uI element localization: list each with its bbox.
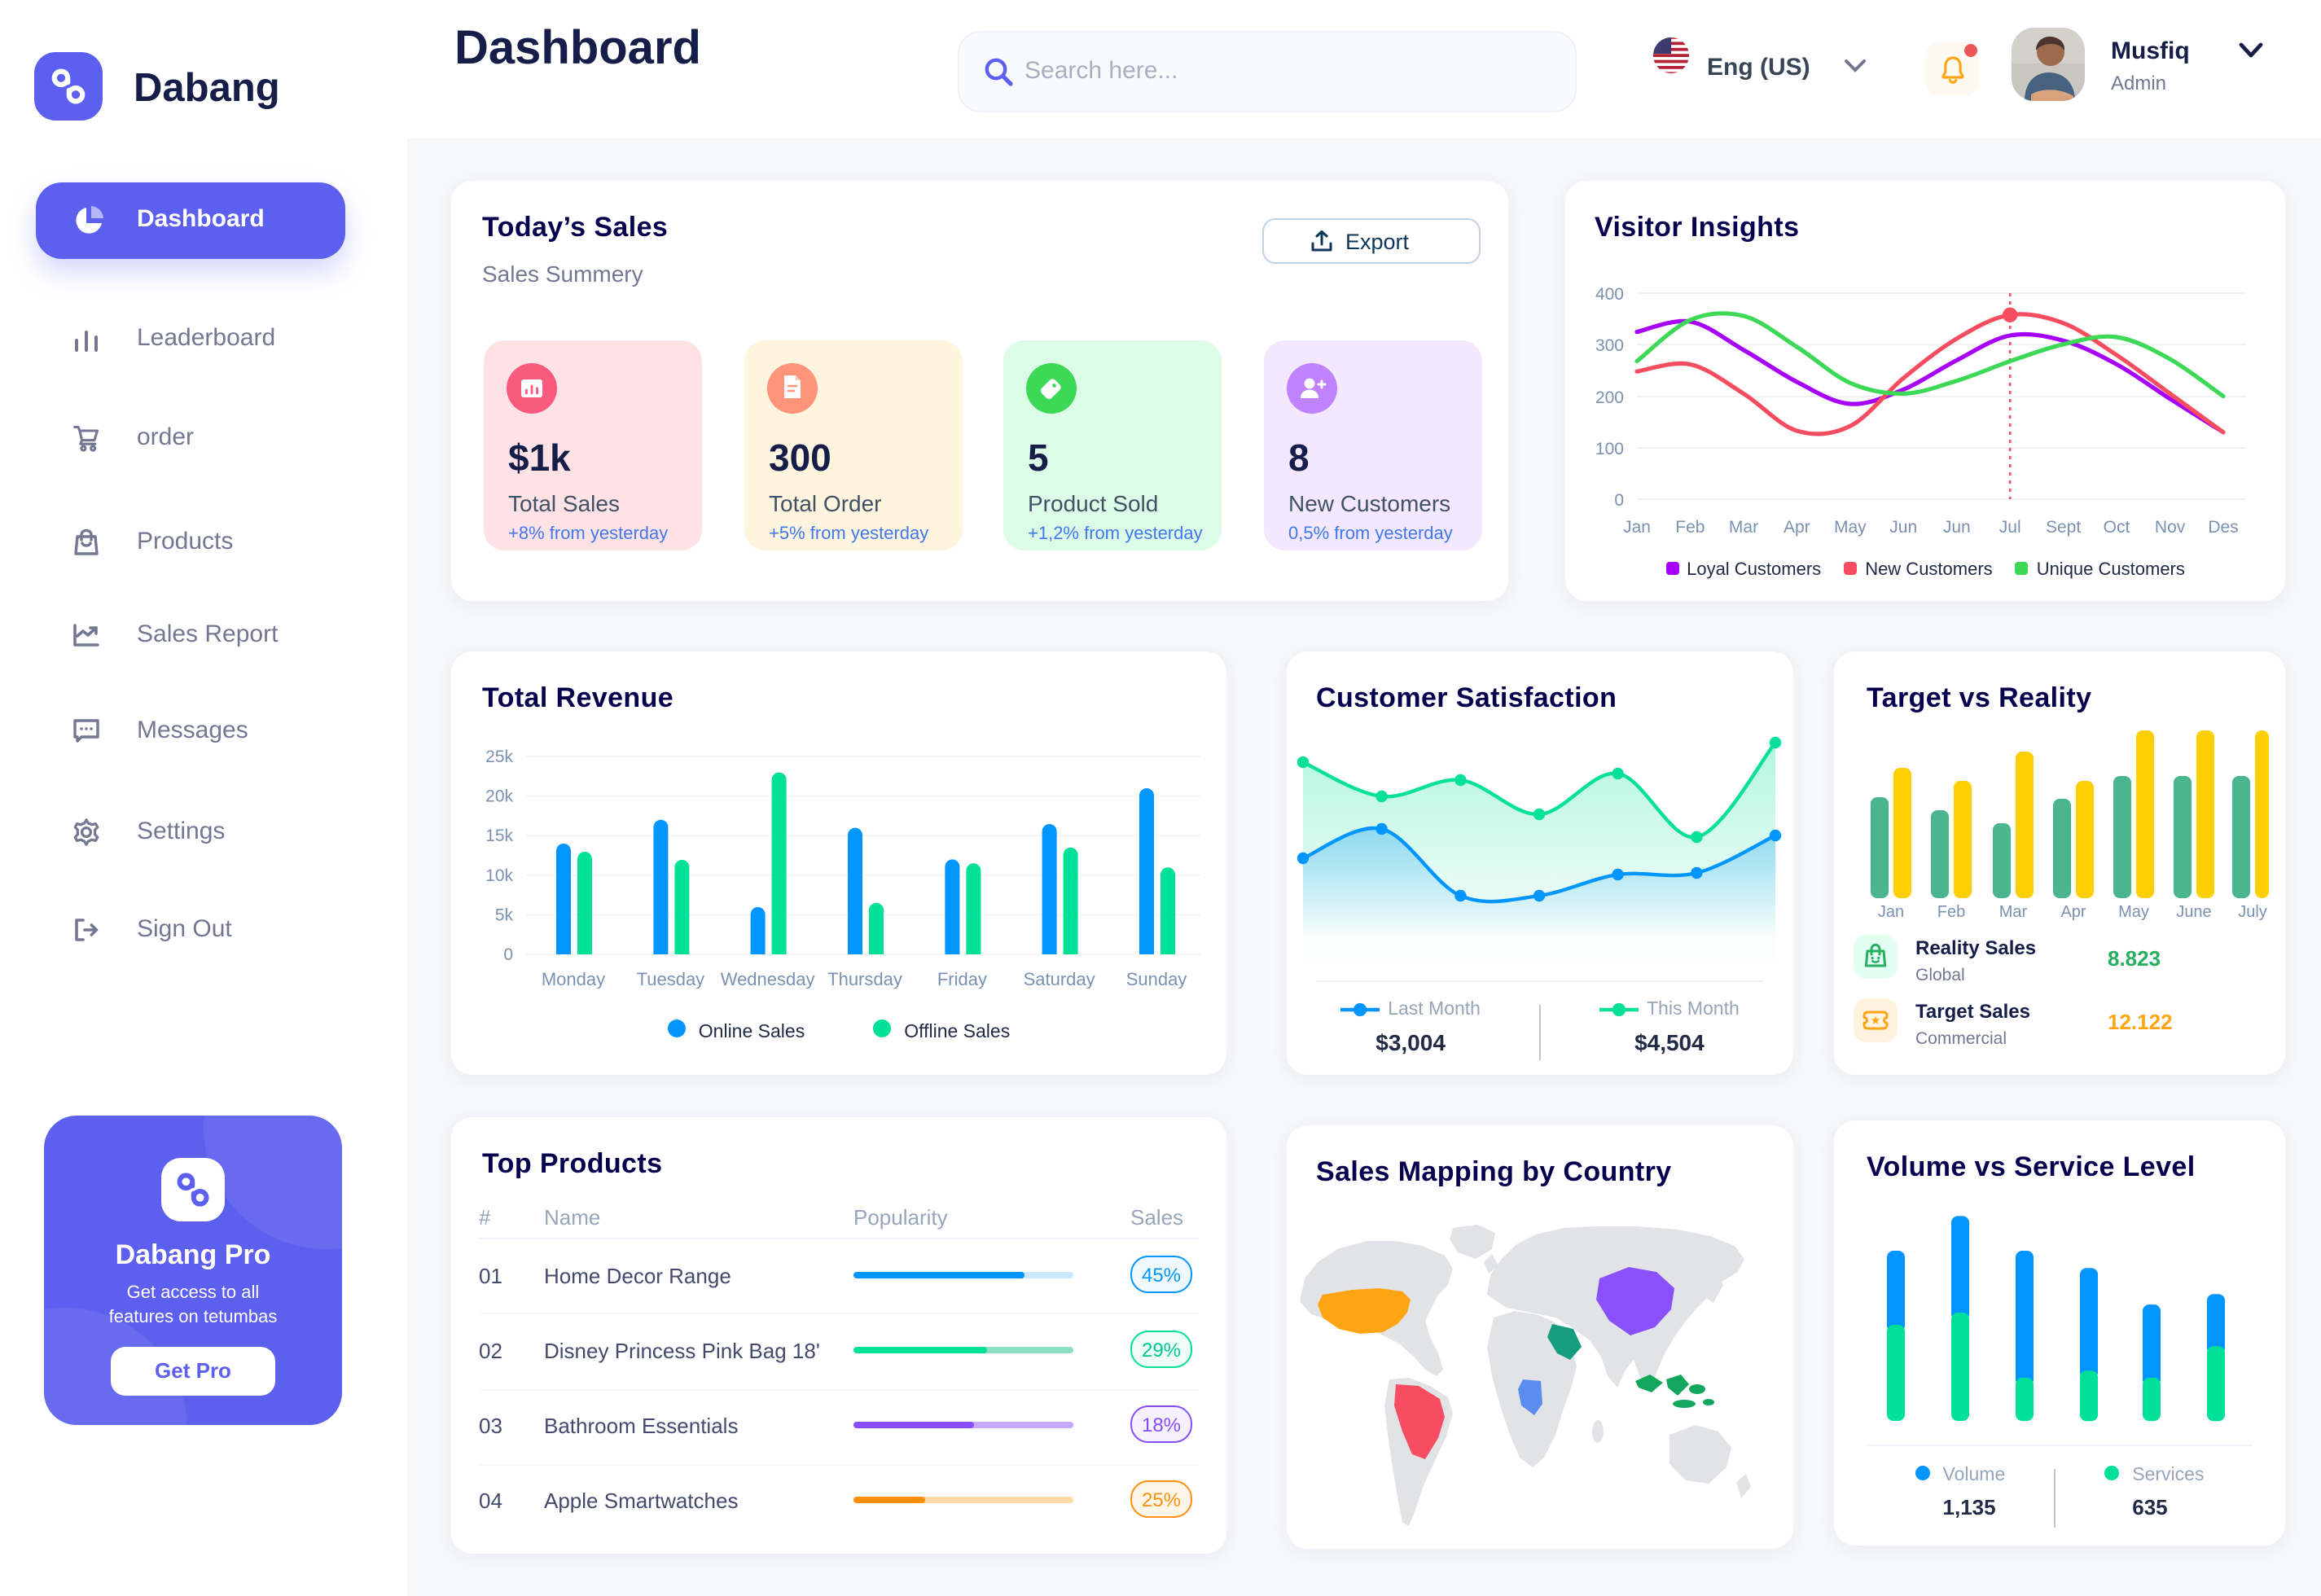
svg-text:0: 0 bbox=[503, 945, 513, 964]
svg-text:100: 100 bbox=[1595, 440, 1624, 458]
svg-text:Sept: Sept bbox=[2046, 518, 2081, 537]
svg-text:Oct: Oct bbox=[2104, 518, 2130, 537]
svg-text:Des: Des bbox=[2208, 518, 2238, 537]
svg-text:Jul: Jul bbox=[1999, 518, 2021, 537]
svg-text:Monday: Monday bbox=[542, 969, 605, 989]
svg-text:Sunday: Sunday bbox=[1126, 969, 1187, 989]
svg-text:Thursday: Thursday bbox=[827, 969, 902, 989]
svg-text:25k: 25k bbox=[485, 748, 513, 766]
svg-text:Mar: Mar bbox=[1729, 518, 1758, 537]
svg-text:0: 0 bbox=[1614, 491, 1624, 510]
svg-text:Apr: Apr bbox=[2060, 903, 2086, 920]
svg-text:20k: 20k bbox=[485, 787, 513, 806]
svg-text:Jun: Jun bbox=[1889, 518, 1917, 537]
svg-text:May: May bbox=[1834, 518, 1867, 537]
svg-text:10k: 10k bbox=[485, 866, 513, 885]
svg-text:Feb: Feb bbox=[1937, 903, 1965, 920]
svg-text:Jun: Jun bbox=[1943, 518, 1971, 537]
svg-text:Jan: Jan bbox=[1878, 903, 1904, 920]
svg-text:Jan: Jan bbox=[1623, 518, 1651, 537]
svg-text:Wednesday: Wednesday bbox=[721, 969, 815, 989]
svg-text:June: June bbox=[2176, 903, 2211, 920]
svg-text:July: July bbox=[2238, 903, 2267, 920]
svg-text:5k: 5k bbox=[495, 905, 514, 924]
svg-text:Friday: Friday bbox=[937, 969, 987, 989]
svg-text:200: 200 bbox=[1595, 388, 1624, 407]
svg-text:Apr: Apr bbox=[1784, 518, 1810, 537]
svg-text:Mar: Mar bbox=[1999, 903, 2028, 920]
svg-text:Nov: Nov bbox=[2155, 518, 2186, 537]
svg-text:Feb: Feb bbox=[1675, 518, 1705, 537]
svg-text:May: May bbox=[2118, 903, 2149, 920]
svg-text:Saturday: Saturday bbox=[1024, 969, 1095, 989]
svg-text:300: 300 bbox=[1595, 336, 1624, 355]
svg-text:400: 400 bbox=[1595, 285, 1624, 304]
svg-text:15k: 15k bbox=[485, 826, 513, 845]
svg-text:Tuesday: Tuesday bbox=[637, 969, 705, 989]
